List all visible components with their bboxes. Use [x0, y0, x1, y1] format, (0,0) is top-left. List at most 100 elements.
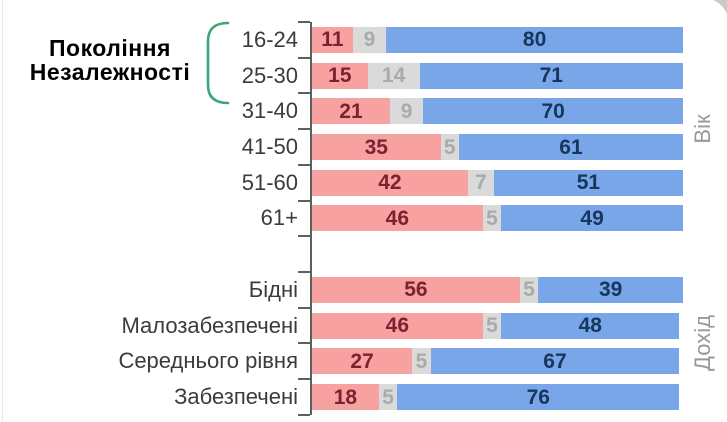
segment-value-label: 5	[415, 349, 428, 373]
chart-row: 16-24 11 9 80	[0, 22, 683, 58]
axis-tick	[298, 271, 310, 274]
chart-row: 41-50 35 5 61	[0, 129, 683, 165]
axis-tick	[298, 92, 310, 95]
chart-row: 51-60 42 7 51	[0, 165, 683, 201]
segment-value-label: 67	[543, 349, 567, 373]
bar-segment: 49	[501, 205, 683, 232]
card-corner-top-right	[695, 0, 727, 28]
bar-segment: 67	[430, 348, 680, 375]
segment-value-label: 46	[385, 206, 409, 230]
bar-segment: 39	[538, 276, 683, 303]
row-label: Забезпечені	[174, 384, 298, 410]
segment-value-label: 46	[385, 314, 409, 338]
bar-segment: 56	[312, 276, 520, 303]
axis-tick	[298, 378, 310, 381]
chart-row: 61+ 46 5 49	[0, 201, 683, 237]
segment-value-label: 5	[382, 385, 394, 409]
axis-tick	[298, 413, 310, 416]
bar-segment: 9	[389, 98, 424, 125]
row-label: 16-24	[241, 26, 298, 52]
generation-bracket-icon	[206, 21, 230, 105]
bar-segment: 5	[519, 276, 539, 303]
bar-area: 27 5 67	[312, 343, 683, 379]
segment-value-label: 11	[321, 28, 344, 52]
bar-segment: 7	[467, 169, 494, 196]
segment-value-label: 5	[523, 278, 535, 302]
axis-tick	[298, 56, 310, 59]
chart-row: 25-30 15 14 71	[0, 58, 683, 94]
bar-segment: 71	[419, 62, 683, 89]
segment-value-label: 14	[381, 64, 406, 88]
bar-segment: 61	[458, 134, 683, 161]
bar-segment: 70	[423, 98, 683, 125]
chart-row: Малозабезпечені 46 5 48	[0, 308, 683, 344]
chart-row: Бідні 56 5 39	[0, 272, 683, 308]
segment-value-label: 5	[486, 314, 498, 338]
bar-area: 42 7 51	[312, 165, 683, 201]
axis-tick	[298, 199, 310, 202]
segment-value-label: 51	[576, 171, 601, 195]
bar-segment: 35	[312, 134, 441, 161]
stacked-bar: 35 5 61	[312, 134, 683, 161]
bar-area: 21 9 70	[312, 93, 683, 129]
card-corner-bottom-right	[697, 402, 727, 422]
axis-tick	[298, 163, 310, 166]
generation-annotation-line1: Покоління	[49, 35, 171, 61]
axis-tick	[298, 128, 310, 131]
segment-value-label: 35	[364, 135, 388, 159]
axis-tick	[298, 21, 310, 23]
bar-area: 11 9 80	[312, 22, 683, 58]
segment-value-label: 9	[363, 28, 376, 52]
bar-segment: 27	[312, 348, 413, 375]
row-label: 25-30	[241, 62, 298, 88]
bar-segment: 76	[397, 384, 680, 411]
bar-segment: 5	[482, 312, 502, 339]
chart-row: Середнього рівня 27 5 67	[0, 343, 683, 379]
stacked-bar: 46 5 48	[312, 312, 683, 339]
segment-value-label: 27	[350, 349, 374, 373]
stacked-bar: 11 9 80	[312, 26, 683, 53]
bar-segment: 18	[312, 384, 379, 411]
stacked-bar: 46 5 49	[312, 205, 683, 232]
bar-segment: 5	[482, 205, 502, 232]
segment-value-label: 42	[378, 171, 402, 195]
bar-segment: 14	[367, 62, 420, 89]
stacked-bar: 42 7 51	[312, 169, 683, 196]
row-label: 41-50	[241, 134, 298, 160]
bar-area: 56 5 39	[312, 272, 683, 308]
segment-value-label: 5	[486, 206, 498, 230]
category-axis	[298, 21, 312, 416]
row-label: Бідні	[248, 276, 298, 302]
segment-value-label: 70	[541, 99, 565, 123]
axis-label-age: Вік	[690, 114, 715, 144]
segment-value-label: 56	[404, 278, 428, 302]
bar-area: 15 14 71	[312, 58, 683, 94]
chart-row: Забезпечені 18 5 76	[0, 379, 683, 415]
stacked-bar: 15 14 71	[312, 62, 683, 89]
bar-segment: 9	[352, 26, 387, 53]
card-left-edge	[2, 0, 3, 422]
bar-segment: 46	[312, 312, 483, 339]
bar-segment: 51	[493, 169, 683, 196]
chart-row: 31-40 21 9 70	[0, 93, 683, 129]
chart-row-spacer	[0, 236, 683, 272]
row-label: 31-40	[241, 98, 298, 124]
stacked-bar: 18 5 76	[312, 384, 683, 411]
chart-rows: 16-24 11 9 80 25-30 15 14 71 31-40 21 9 70 41-50 35 5 6…	[0, 22, 683, 415]
bar-segment: 11	[312, 26, 353, 53]
generation-annotation-line2: Незалежності	[29, 59, 191, 85]
bar-segment: 42	[312, 169, 468, 196]
bar-area: 46 5 49	[312, 201, 683, 237]
segment-value-label: 80	[522, 28, 547, 52]
axis-tick	[298, 342, 310, 345]
bar-area	[312, 236, 683, 272]
segment-value-label: 71	[539, 64, 563, 88]
segment-value-label: 49	[580, 206, 604, 230]
bar-area: 46 5 48	[312, 308, 683, 344]
row-label: 51-60	[241, 169, 298, 195]
segment-value-label: 15	[328, 64, 352, 88]
row-label: Малозабезпечені	[121, 312, 298, 338]
bar-segment: 5	[378, 384, 398, 411]
bar-segment: 48	[501, 312, 680, 339]
